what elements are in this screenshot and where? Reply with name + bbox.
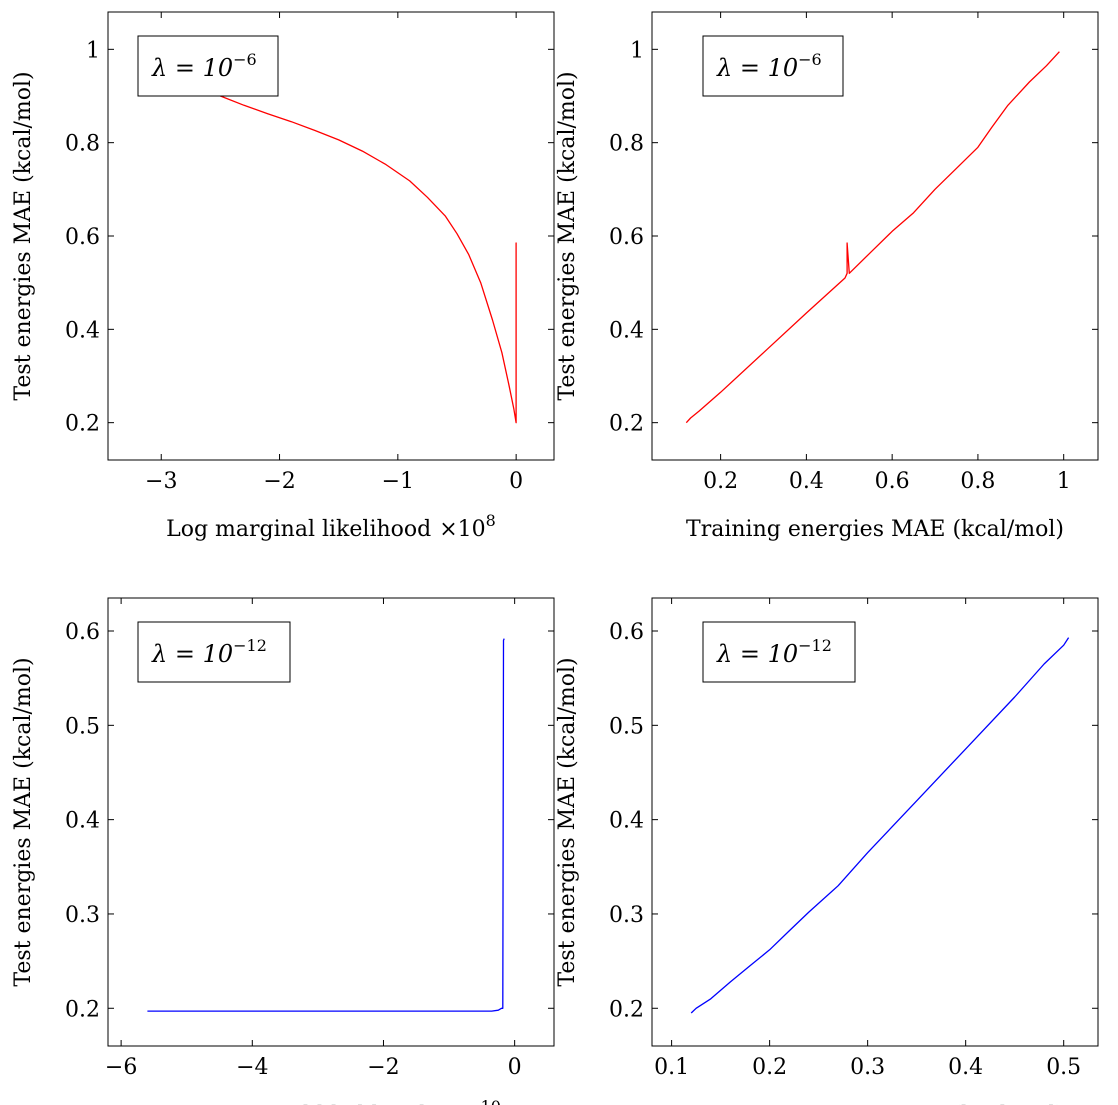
y-tick-label: 0.2 xyxy=(65,997,100,1022)
series-line xyxy=(147,638,505,1012)
x-axis-label-text: Training energies MAE (kcal/mol) xyxy=(686,1103,1064,1105)
x-tick-label: 0.8 xyxy=(960,469,995,494)
legend: λ = 10−12 xyxy=(137,621,291,683)
x-axis-multiplier-exponent: 8 xyxy=(486,511,496,530)
x-tick-label: 0 xyxy=(508,1055,522,1080)
x-tick-label: −6 xyxy=(105,1055,137,1080)
y-tick-label: 0.8 xyxy=(609,132,644,157)
chart-panel-top-right: 0.2 0.4 0.6 0.8 1 0.2 0.4 0.6 0.8 1 Test energies … xyxy=(555,11,1099,542)
x-tick-label: 1 xyxy=(1057,469,1071,494)
y-axis-label: Test energies MAE (kcal/mol) xyxy=(11,71,36,400)
y-tick-label: 0.6 xyxy=(65,225,100,250)
y-tick-label: 0.4 xyxy=(609,809,644,834)
legend-box xyxy=(702,621,856,683)
y-tick-label: 0.6 xyxy=(65,620,100,645)
x-tick-label: 0.2 xyxy=(703,469,738,494)
chart-panel-bottom-left: −6 −4 −2 0 0.2 0.3 0.4 0.5 0.6 Test energies MAE … xyxy=(11,597,555,1105)
legend-exponent: −12 xyxy=(798,636,832,655)
x-tick-label: −3 xyxy=(145,469,177,494)
y-axis-label: Test energies MAE (kcal/mol) xyxy=(11,657,36,986)
x-tick-label: 0.3 xyxy=(850,1055,885,1080)
y-axis-label: Test energies MAE (kcal/mol) xyxy=(555,657,580,986)
x-tick-label: 0 xyxy=(509,469,523,494)
x-tick-label: 0.4 xyxy=(789,469,824,494)
series-line xyxy=(149,62,517,424)
y-axis-label: Test energies MAE (kcal/mol) xyxy=(555,71,580,400)
legend-exponent: −6 xyxy=(233,50,257,69)
y-tick-label: 0.4 xyxy=(609,318,644,343)
y-tick-label: 0.4 xyxy=(65,318,100,343)
x-axis-label-text: Training energies MAE (kcal/mol) xyxy=(686,517,1064,542)
plot-frame xyxy=(651,597,1099,1047)
y-tick-label: 0.4 xyxy=(65,809,100,834)
x-tick-label: 0.1 xyxy=(654,1055,689,1080)
y-tick-label: 0.5 xyxy=(609,714,644,739)
x-axis-label-text: Log marginal likelihood xyxy=(166,517,431,542)
x-tick-label: −2 xyxy=(263,469,295,494)
x-axis-multiplier-exponent: 10 xyxy=(481,1097,501,1105)
legend-label: λ = 10−6 xyxy=(716,50,822,82)
x-tick-label: 0.5 xyxy=(1046,1055,1081,1080)
legend-box xyxy=(137,621,291,683)
x-tick-label: −1 xyxy=(382,469,414,494)
series-line xyxy=(685,51,1060,424)
y-tick-label: 1 xyxy=(86,38,100,63)
y-tick-label: 0.3 xyxy=(65,903,100,928)
x-axis-label-text: Log marginal likelihood xyxy=(161,1103,426,1105)
legend-box xyxy=(702,35,844,97)
legend-lambda: λ = 10 xyxy=(716,640,798,668)
legend: λ = 10−6 xyxy=(702,35,844,97)
legend-box xyxy=(137,35,279,97)
x-axis-label: Log marginal likelihood ×1010 xyxy=(161,1097,501,1105)
legend: λ = 10−12 xyxy=(702,621,856,683)
legend-label: λ = 10−12 xyxy=(716,636,832,668)
y-tick-label: 0.2 xyxy=(65,412,100,437)
legend-lambda: λ = 10 xyxy=(716,54,798,82)
legend-lambda: λ = 10 xyxy=(151,54,233,82)
y-tick-label: 0.5 xyxy=(65,714,100,739)
legend-label: λ = 10−6 xyxy=(151,50,257,82)
plot-frame xyxy=(107,597,555,1047)
y-tick-label: 0.6 xyxy=(609,225,644,250)
x-axis-multiplier: ×10 xyxy=(434,1103,480,1105)
legend-lambda: λ = 10 xyxy=(151,640,233,668)
legend-exponent: −6 xyxy=(798,50,822,69)
legend: λ = 10−6 xyxy=(137,35,279,97)
y-tick-label: 0.2 xyxy=(609,997,644,1022)
x-tick-label: 0.2 xyxy=(752,1055,787,1080)
x-axis-label: Training energies MAE (kcal/mol) xyxy=(686,517,1064,542)
x-tick-label: −4 xyxy=(236,1055,268,1080)
x-axis-label: Log marginal likelihood ×108 xyxy=(166,511,496,542)
x-tick-label: −2 xyxy=(367,1055,399,1080)
y-tick-label: 0.6 xyxy=(609,620,644,645)
y-tick-label: 1 xyxy=(630,38,644,63)
x-axis-label: Training energies MAE (kcal/mol) xyxy=(686,1103,1064,1105)
chart-panel-top-left: −3 −2 −1 0 0.2 0.4 0.6 0.8 1 Test energies MAE (k… xyxy=(11,11,555,542)
chart-panel-bottom-right: 0.1 0.2 0.3 0.4 0.5 0.2 0.3 0.4 0.5 0.6 Test energ… xyxy=(555,597,1099,1105)
legend-exponent: −12 xyxy=(233,636,267,655)
y-tick-label: 0.2 xyxy=(609,412,644,437)
x-tick-label: 0.6 xyxy=(875,469,910,494)
x-axis-multiplier: ×10 xyxy=(439,517,485,542)
y-tick-label: 0.8 xyxy=(65,132,100,157)
y-tick-label: 0.3 xyxy=(609,903,644,928)
legend-label: λ = 10−12 xyxy=(151,636,267,668)
x-tick-label: 0.4 xyxy=(948,1055,983,1080)
series-line xyxy=(690,637,1070,1014)
